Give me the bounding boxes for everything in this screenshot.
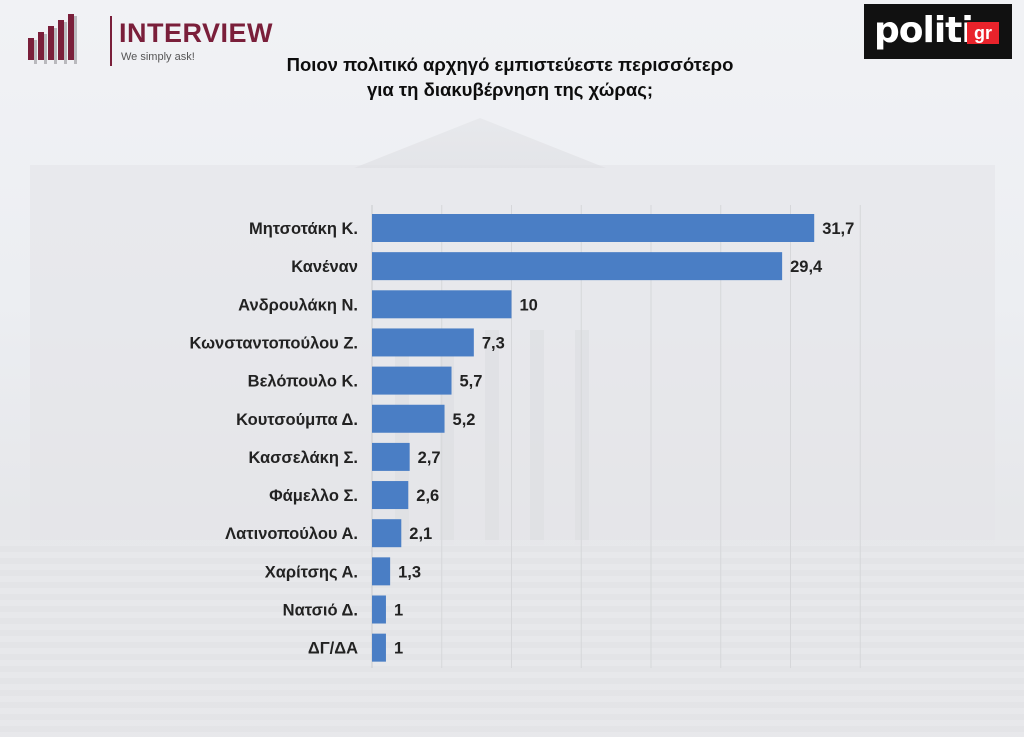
bar (372, 442, 410, 471)
category-label: Κανέναν (291, 258, 358, 276)
chart-title-line-2: για τη διακυβέρνηση της χώρας; (366, 79, 654, 100)
data-label: 31,7 (822, 220, 854, 238)
politic-gr-badge: gr (967, 22, 999, 44)
category-label: Μητσοτάκη Κ. (249, 220, 358, 238)
data-label: 1 (394, 640, 403, 658)
data-label: 29,4 (790, 258, 823, 276)
category-label: ΔΓ/ΔΑ (308, 640, 358, 658)
data-label: 1 (394, 602, 403, 620)
interview-tagline: We simply ask! (121, 51, 195, 63)
bar (372, 519, 402, 548)
category-label: Λατινοπούλου Α. (225, 525, 358, 543)
data-label: 5,2 (453, 411, 476, 429)
data-label: 10 (520, 296, 538, 314)
politic-logo: politic gr (864, 4, 1012, 59)
data-label: 5,7 (460, 373, 483, 391)
bar (372, 595, 386, 624)
data-label: 1,3 (398, 563, 421, 581)
category-label: Χαρίτσης Α. (265, 563, 358, 581)
bar (372, 404, 445, 433)
data-label: 2,1 (409, 525, 432, 543)
bar (372, 366, 452, 395)
interview-logo: INTERVIEW We simply ask! (26, 10, 273, 70)
logo-divider (110, 16, 112, 66)
data-label: 2,6 (416, 487, 439, 505)
category-label: Βελόπουλο Κ. (248, 373, 358, 391)
category-label: Νατσιό Δ. (283, 602, 358, 620)
bar (372, 481, 409, 510)
bar (372, 633, 386, 662)
category-label: Κασσελάκη Σ. (248, 449, 358, 467)
interview-brand-text: INTERVIEW (119, 18, 274, 48)
bar (372, 252, 783, 281)
bar (372, 328, 474, 357)
chart-title-line-1: Ποιον πολιτικό αρχηγό εμπιστεύεστε περισ… (286, 54, 734, 75)
category-label: Φάμελλο Σ. (269, 487, 358, 505)
category-label: Ανδρουλάκη Ν. (238, 296, 358, 314)
bar (372, 290, 512, 319)
bar (372, 557, 391, 586)
category-label: Κουτσούμπα Δ. (236, 411, 358, 429)
category-label: Κωνσταντοπούλου Ζ. (190, 334, 358, 352)
chart-title: Ποιον πολιτικό αρχηγό εμπιστεύεστε περισ… (200, 52, 820, 102)
bar-chart-logo-icon (28, 14, 77, 64)
data-label: 7,3 (482, 334, 505, 352)
data-label: 2,7 (418, 449, 441, 467)
bar (372, 214, 815, 242)
